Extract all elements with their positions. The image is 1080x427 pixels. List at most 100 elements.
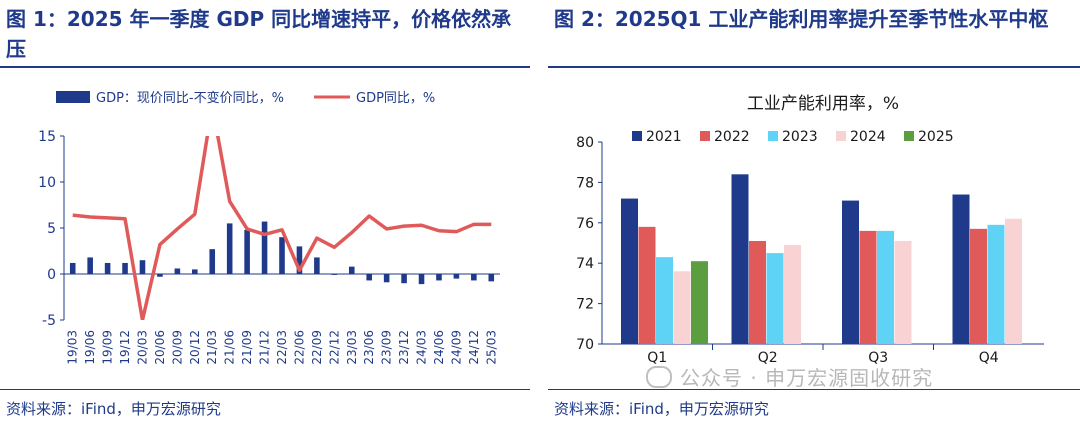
bar-gdp-deflator-gap [192, 269, 198, 274]
x-tick-label: 20/06 [153, 330, 167, 365]
x-tick-label: 24/03 [415, 330, 429, 365]
bar-2022-Q3 [859, 230, 877, 344]
bar-2021-Q2 [731, 174, 749, 344]
bar-gdp-deflator-gap [261, 221, 268, 274]
bar-2023-Q4 [987, 224, 1005, 344]
bar-gdp-deflator-gap [226, 223, 233, 274]
y-tick-label: 70 [576, 337, 594, 353]
chart-title: 工业产能利用率，% [747, 94, 899, 114]
x-tick-label: 22/03 [275, 330, 289, 365]
legend-swatch-2021 [632, 131, 642, 141]
figure-2-top-rule [548, 66, 1080, 68]
bar-2024-Q1 [673, 271, 691, 344]
figure-1-bottom-rule [0, 389, 530, 390]
x-tick-label: 21/06 [223, 330, 237, 365]
x-tick-label: 24/12 [467, 330, 481, 365]
legend-label-2025: 2025 [918, 129, 954, 145]
bar-gdp-deflator-gap [453, 274, 460, 279]
bar-gdp-deflator-gap [488, 274, 495, 282]
bar-gdp-deflator-gap [418, 274, 425, 285]
x-tick-label: 19/12 [118, 330, 132, 365]
legend-swatch-bar [56, 91, 90, 103]
y-tick-label: 76 [576, 216, 594, 232]
x-tick-label: 23/09 [380, 330, 394, 365]
x-tick-label: Q3 [868, 350, 888, 366]
x-tick-label: 20/03 [135, 330, 149, 365]
x-tick-label: 23/06 [362, 330, 376, 365]
bar-gdp-deflator-gap [296, 246, 303, 274]
bar-2023-Q1 [656, 257, 673, 344]
bar-gdp-deflator-gap [122, 262, 128, 274]
x-tick-label: 19/06 [83, 330, 97, 365]
figure-1-title: 图 1：2025 年一季度 GDP 同比增速持平，价格依然承压 [6, 7, 512, 61]
legend-swatch-2022 [700, 131, 710, 141]
bar-gdp-deflator-gap [209, 249, 216, 274]
bar-gdp-deflator-gap [139, 260, 146, 274]
figure-2-title: 图 2：2025Q1 工业产能利用率提升至季节性水平中枢 [554, 7, 1049, 31]
bar-gdp-deflator-gap [174, 268, 181, 274]
bar-2023-Q3 [877, 230, 894, 344]
bar-gdp-deflator-gap [104, 262, 111, 274]
x-tick-label: Q4 [979, 350, 999, 366]
bar-gdp-deflator-gap [279, 237, 285, 274]
figure-1-source: 资料来源：iFind，申万宏源研究 [6, 400, 221, 418]
x-tick-label: Q2 [758, 350, 778, 366]
y-tick-label: 15 [38, 129, 56, 145]
legend-swatch-2025 [904, 131, 914, 141]
figure-2-source: 资料来源：iFind，申万宏源研究 [554, 400, 769, 418]
x-tick-label: 19/09 [101, 330, 115, 365]
y-tick-label: 0 [47, 267, 56, 283]
x-tick-label: 23/12 [397, 330, 411, 365]
bar-gdp-deflator-gap [87, 257, 93, 274]
bar-2025-Q1 [691, 261, 708, 344]
bar-2021-Q1 [621, 198, 638, 344]
bar-gdp-deflator-gap [436, 274, 442, 281]
y-tick-label: 74 [576, 256, 594, 272]
bar-gdp-deflator-gap [383, 274, 390, 283]
y-tick-label: 10 [38, 175, 56, 191]
legend-label-2024: 2024 [850, 129, 886, 145]
x-tick-label: 24/06 [432, 330, 446, 365]
bar-gdp-deflator-gap [69, 262, 76, 274]
legend-label-2023: 2023 [782, 129, 818, 145]
x-tick-label: 20/12 [188, 330, 202, 365]
legend-label-2021: 2021 [646, 129, 682, 145]
wechat-icon [646, 366, 672, 388]
legend-swatch-2023 [768, 131, 778, 141]
x-tick-label: 21/12 [258, 330, 272, 365]
x-tick-label: 19/03 [66, 330, 80, 365]
figure-2-bottom-rule [548, 389, 1080, 390]
bar-gdp-deflator-gap [366, 274, 372, 281]
bar-2022-Q4 [970, 228, 987, 344]
legend-swatch-2024 [836, 131, 846, 141]
y-tick-label: 5 [47, 221, 56, 237]
bar-gdp-deflator-gap [157, 274, 163, 277]
x-tick-label: 20/09 [170, 330, 184, 365]
bar-gdp-deflator-gap [331, 274, 338, 275]
capacity-utilization-chart: 工业产能利用率，% 2021 2022 2023 2024 2025 70 72 74 76 78 8… [576, 94, 1044, 366]
legend-label-bar: GDP：现价同比-不变价同比，% [96, 90, 284, 106]
legend-label-2022: 2022 [714, 129, 750, 145]
figure-1-top-rule [0, 66, 530, 68]
bar-2021-Q4 [952, 194, 970, 344]
line-gdp-yoy [72, 136, 492, 320]
bar-2022-Q1 [638, 226, 656, 344]
bar-gdp-deflator-gap [348, 266, 355, 274]
x-tick-label: 24/09 [449, 330, 463, 365]
bar-2024-Q4 [1005, 218, 1022, 344]
watermark: 公众号 · 申万宏源固收研究 [646, 362, 933, 391]
x-tick-label: Q1 [647, 350, 667, 366]
x-tick-label: 21/03 [205, 330, 219, 365]
y-tick-label: 72 [576, 297, 594, 313]
figure-1-panel: 图 1：2025 年一季度 GDP 同比增速持平，价格依然承压 GDP：现价同比… [0, 0, 530, 427]
bar-gdp-deflator-gap [314, 257, 320, 274]
bar-2023-Q2 [766, 253, 784, 344]
x-tick-label: 23/03 [345, 330, 359, 365]
bar-gdp-deflator-gap [471, 274, 477, 281]
bar-2022-Q2 [749, 240, 766, 344]
watermark-text: 公众号 · 申万宏源固收研究 [680, 366, 934, 390]
y-tick-label: -5 [42, 313, 56, 329]
bar-gdp-deflator-gap [244, 229, 250, 274]
bar-2024-Q3 [894, 240, 912, 344]
